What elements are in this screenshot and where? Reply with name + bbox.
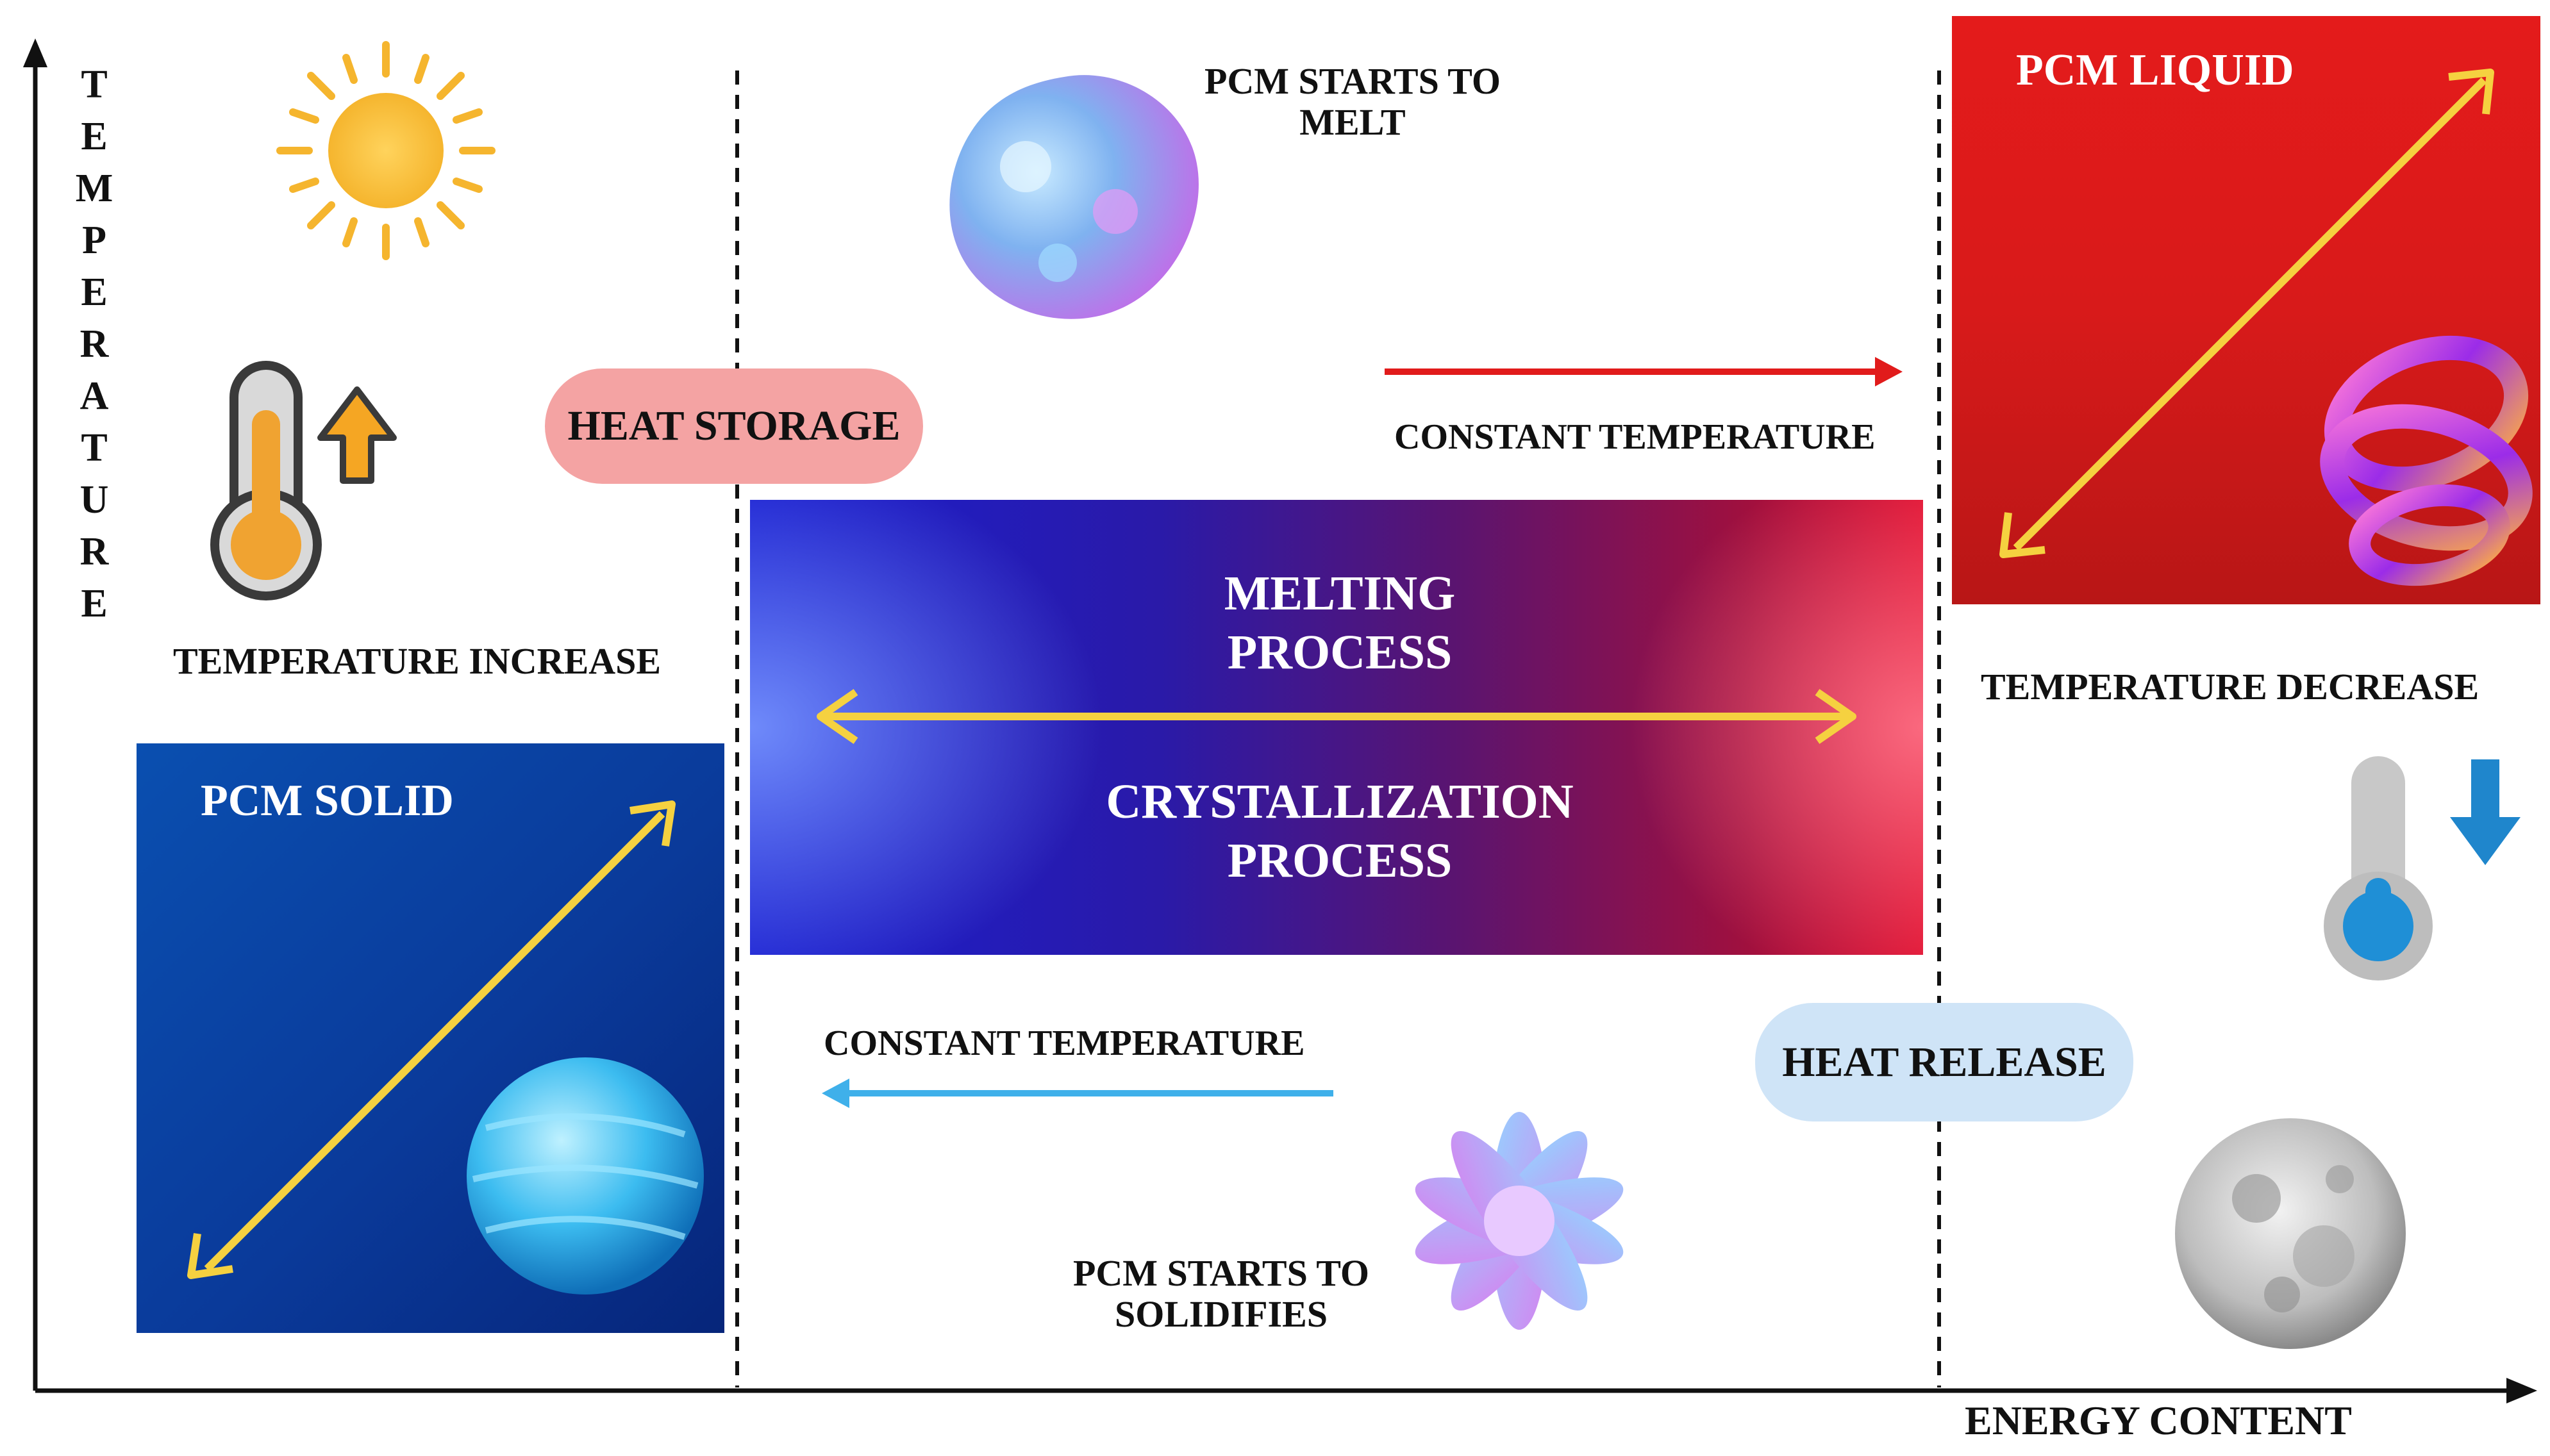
top-constant-temperature-label: CONSTANT TEMPERATURE <box>1394 417 1876 457</box>
process-double-arrow <box>817 689 1856 744</box>
pcm-solid-title: PCM SOLID <box>201 776 454 825</box>
ice-sphere-icon <box>467 1057 704 1295</box>
pcm-solid-panel: PCM SOLID <box>137 743 724 1333</box>
heat-storage-badge: HEAT STORAGE <box>545 368 923 484</box>
blue-constant-arrow <box>822 1079 1333 1108</box>
pcm-starts-to-melt-label: PCM STARTS TO MELT <box>1204 60 1501 143</box>
moon-icon <box>2175 1118 2406 1349</box>
arrow-up-icon <box>317 386 397 484</box>
melting-blob-icon <box>949 75 1199 319</box>
temperature-decrease-label: TEMPERATURE DECREASE <box>1981 666 2479 707</box>
x-axis-arrowhead <box>2506 1378 2537 1403</box>
red-constant-arrow <box>1385 357 1903 386</box>
crystallization-process-label: CRYSTALLIZATION PROCESS <box>1106 775 1574 888</box>
solid-double-arrow <box>187 800 704 1295</box>
temperature-increase-label: TEMPERATURE INCREASE <box>173 640 662 682</box>
y-axis-arrowhead <box>23 38 47 67</box>
x-axis-label: ENERGY CONTENT <box>1965 1398 2352 1443</box>
arrow-down-icon <box>2450 759 2521 865</box>
pcm-liquid-panel: PCM LIQUID <box>1952 16 2540 604</box>
crystal-flower-icon <box>1415 1112 1624 1330</box>
pcm-starts-to-solidifies-label: PCM STARTS TO SOLIDIFIES <box>1072 1252 1370 1335</box>
liquid-double-arrow <box>1999 69 2533 586</box>
phase-change-process-panel: MELTING PROCESS CRYSTALLIZATION PROCESS <box>750 500 1923 955</box>
pcm-liquid-title: PCM LIQUID <box>2016 46 2294 95</box>
thermometer-cold-icon <box>2324 756 2433 980</box>
bottom-constant-temperature-label: CONSTANT TEMPERATURE <box>824 1023 1305 1063</box>
y-axis-label: TEMPERATURE <box>75 63 113 625</box>
sun-icon <box>276 41 496 260</box>
melting-process-label: MELTING PROCESS <box>1224 567 1456 679</box>
heat-release-badge: HEAT RELEASE <box>1755 1003 2133 1121</box>
liquid-swirl-icon <box>2320 335 2533 586</box>
thermometer-hot-icon <box>210 361 322 600</box>
